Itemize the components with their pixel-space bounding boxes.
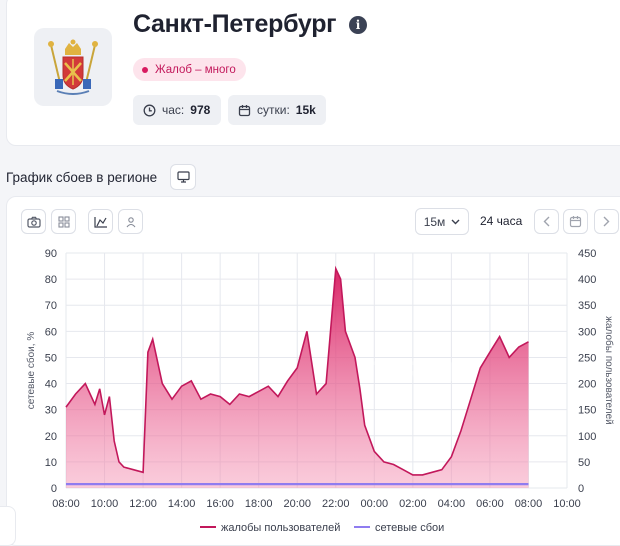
legend-label-outages: сетевые сбои: [375, 522, 444, 534]
prev-period-button[interactable]: [534, 209, 559, 234]
side-panel-edge: [0, 506, 16, 546]
y-left-tick-label: 20: [45, 431, 57, 443]
stat-hour-value: 978: [190, 103, 211, 117]
x-tick-label: 20:00: [283, 498, 311, 510]
y-right-tick-label: 350: [578, 300, 596, 312]
y-left-tick-label: 10: [45, 457, 57, 469]
stat-day-label: сутки:: [257, 103, 290, 117]
status-dot-icon: [142, 66, 148, 73]
clock-icon: [143, 104, 156, 116]
calendar-icon: [238, 104, 251, 116]
region-title: Санкт-Петербург: [133, 10, 337, 38]
interval-value: 15м: [423, 214, 446, 229]
chevron-left-icon: [543, 216, 550, 227]
x-tick-label: 10:00: [553, 498, 581, 510]
y-left-axis-title: сетевые сбои, %: [25, 332, 37, 410]
x-tick-label: 08:00: [515, 498, 543, 510]
y-left-tick-label: 60: [45, 326, 57, 338]
y-left-tick-label: 70: [45, 300, 57, 312]
x-tick-label: 22:00: [322, 498, 350, 510]
grid-view-button[interactable]: [51, 209, 76, 234]
y-right-tick-label: 400: [578, 274, 596, 286]
legend-label-complaints: жалобы пользователей: [221, 522, 340, 534]
camera-icon: [26, 216, 41, 228]
x-tick-label: 02:00: [399, 498, 427, 510]
display-toggle-button[interactable]: [170, 164, 196, 190]
y-left-tick-label: 0: [51, 483, 57, 495]
y-left-tick-label: 40: [45, 379, 57, 391]
complaints-area: [66, 268, 529, 488]
area-chart-icon: [93, 216, 107, 228]
y-right-tick-label: 100: [578, 431, 596, 443]
status-badge-label: Жалоб – много: [155, 63, 236, 76]
next-period-button[interactable]: [594, 209, 619, 234]
coat-of-arms-image: [34, 28, 112, 106]
x-tick-label: 12:00: [129, 498, 157, 510]
y-right-tick-label: 0: [578, 483, 584, 495]
y-right-tick-label: 300: [578, 326, 596, 338]
user-icon: [126, 216, 135, 227]
screenshot-button[interactable]: [21, 209, 46, 234]
stat-hour: час: 978: [133, 95, 221, 125]
y-right-tick-label: 250: [578, 352, 596, 364]
x-tick-label: 10:00: [91, 498, 119, 510]
grid-icon: [57, 215, 70, 228]
x-tick-label: 04:00: [438, 498, 466, 510]
y-right-tick-label: 200: [578, 379, 596, 391]
interval-select[interactable]: 15м: [415, 208, 469, 235]
x-tick-label: 00:00: [361, 498, 389, 510]
range-label: 24 часа: [480, 214, 523, 228]
info-icon[interactable]: i: [349, 16, 367, 34]
date-picker-button[interactable]: [563, 209, 588, 234]
user-view-button[interactable]: [118, 209, 143, 234]
x-tick-label: 08:00: [52, 498, 80, 510]
chevron-down-icon: [451, 219, 460, 224]
chevron-right-icon: [603, 216, 610, 227]
stat-hour-label: час:: [162, 103, 185, 117]
y-left-tick-label: 90: [45, 248, 57, 260]
section-title: График сбоев в регионе: [6, 170, 158, 185]
y-right-axis-title: жалобы пользователей: [603, 316, 615, 425]
y-left-tick-label: 50: [45, 352, 57, 364]
x-tick-label: 18:00: [245, 498, 273, 510]
stat-day: сутки: 15k: [228, 95, 326, 125]
monitor-icon: [176, 171, 190, 183]
stat-day-value: 15k: [295, 103, 316, 117]
x-tick-label: 14:00: [168, 498, 196, 510]
x-tick-label: 16:00: [206, 498, 234, 510]
calendar-icon: [569, 216, 582, 228]
y-left-tick-label: 80: [45, 274, 57, 286]
y-right-tick-label: 50: [578, 457, 590, 469]
y-right-tick-label: 150: [578, 405, 596, 417]
area-chart-button[interactable]: [88, 209, 113, 234]
y-right-tick-label: 450: [578, 248, 596, 260]
status-badge: Жалоб – много: [133, 58, 246, 81]
x-tick-label: 06:00: [476, 498, 504, 510]
y-left-tick-label: 30: [45, 405, 57, 417]
complaints-line: [65, 265, 529, 476]
